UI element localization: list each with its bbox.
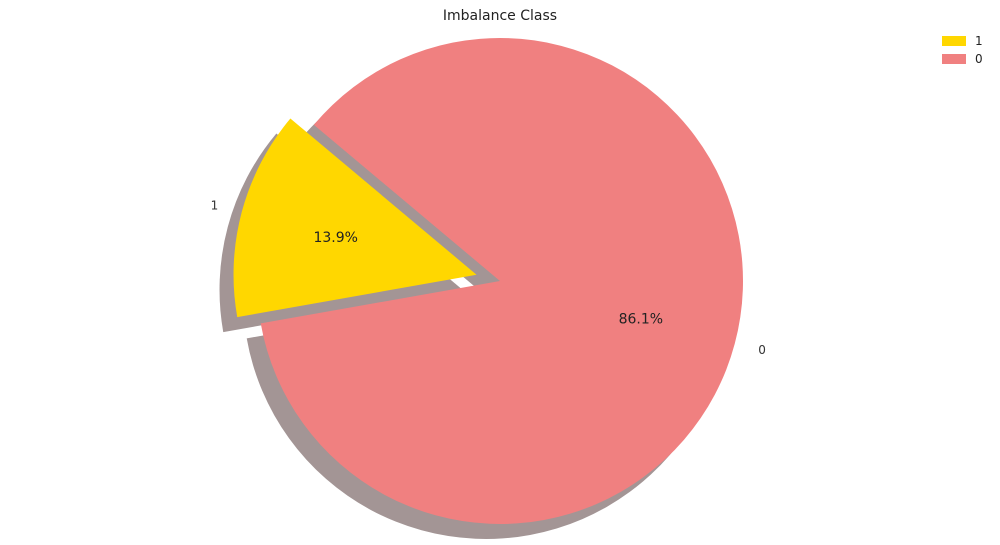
- legend-label-0: 0: [975, 52, 983, 66]
- category-label-1: 1: [211, 199, 219, 213]
- legend-label-1: 1: [975, 34, 983, 48]
- pie-slice-1: [233, 118, 477, 318]
- pie-slices: [233, 37, 743, 524]
- legend-swatch-0: [942, 54, 966, 64]
- pct-label-1: 13.9%: [313, 230, 357, 246]
- pct-label-0: 86.1%: [619, 312, 663, 328]
- legend-swatch-1: [942, 36, 966, 46]
- legend: 10: [942, 34, 983, 66]
- pie-slice-0: [260, 37, 743, 524]
- slice-labels: 13.9% 1 86.1% 0: [211, 199, 766, 357]
- chart-title: Imbalance Class: [443, 8, 557, 24]
- category-label-0: 0: [758, 343, 766, 357]
